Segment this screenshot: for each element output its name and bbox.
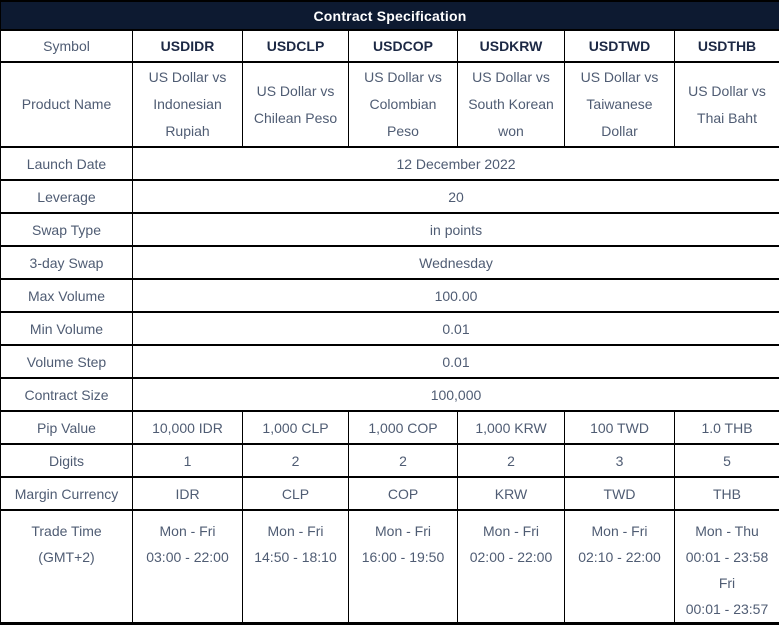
trade-time-cell: Mon - Fri 16:00 - 19:50 bbox=[348, 509, 458, 624]
trade-time-cell: Mon - Fri 03:00 - 22:00 bbox=[132, 509, 243, 624]
pip-value-row: Pip Value 10,000 IDR 1,000 CLP 1,000 COP… bbox=[0, 410, 779, 445]
pip-value-cell: 1.0 THB bbox=[674, 410, 779, 445]
trade-time-line: 03:00 - 22:00 bbox=[146, 549, 229, 565]
row-label-product-name: Product Name bbox=[0, 61, 133, 148]
trade-time-cell: Mon - Fri 14:50 - 18:10 bbox=[242, 509, 349, 624]
product-name-cell: US Dollar vs Chilean Peso bbox=[242, 61, 349, 148]
row-label-digits: Digits bbox=[0, 443, 133, 478]
volume-step-row: Volume Step 0.01 bbox=[0, 344, 779, 379]
margin-currency-cell: COP bbox=[348, 476, 458, 511]
three-day-swap-value: Wednesday bbox=[132, 245, 779, 280]
symbol-cell-usdthb: USDTHB bbox=[674, 29, 779, 63]
digits-row: Digits 1 2 2 2 3 5 bbox=[0, 443, 779, 478]
digits-cell: 2 bbox=[457, 443, 565, 478]
trade-time-line: Mon - Fri bbox=[483, 523, 539, 539]
min-volume-value: 0.01 bbox=[132, 311, 779, 346]
trade-time-cell: Mon - Fri 02:10 - 22:00 bbox=[564, 509, 675, 624]
row-label-contract-size: Contract Size bbox=[0, 377, 133, 412]
trade-time-row: Trade Time (GMT+2) Mon - Fri 03:00 - 22:… bbox=[0, 509, 779, 624]
row-label-margin-currency: Margin Currency bbox=[0, 476, 133, 511]
trade-time-line: 16:00 - 19:50 bbox=[361, 549, 445, 565]
product-name-cell: US Dollar vs Thai Baht bbox=[674, 61, 779, 148]
product-name-row: Product Name US Dollar vs Indonesian Rup… bbox=[0, 61, 779, 148]
trade-time-line: Fri bbox=[718, 575, 736, 591]
pip-value-cell: 1,000 COP bbox=[348, 410, 458, 445]
volume-step-value: 0.01 bbox=[132, 344, 779, 379]
leverage-value: 20 bbox=[132, 179, 779, 214]
pip-value-cell: 100 TWD bbox=[564, 410, 675, 445]
margin-currency-cell: KRW bbox=[457, 476, 565, 511]
row-label-max-volume: Max Volume bbox=[0, 278, 133, 313]
symbol-cell-usdcop: USDCOP bbox=[348, 29, 458, 63]
trade-time-line: 02:00 - 22:00 bbox=[469, 549, 553, 565]
trade-time-line: Mon - Fri bbox=[375, 523, 431, 539]
row-label-swap-type: Swap Type bbox=[0, 212, 133, 247]
margin-currency-cell: IDR bbox=[132, 476, 243, 511]
digits-cell: 1 bbox=[132, 443, 243, 478]
pip-value-cell: 10,000 IDR bbox=[132, 410, 243, 445]
row-label-symbol: Symbol bbox=[0, 29, 133, 63]
launch-date-row: Launch Date 12 December 2022 bbox=[0, 146, 779, 181]
margin-currency-cell: TWD bbox=[564, 476, 675, 511]
three-day-swap-row: 3-day Swap Wednesday bbox=[0, 245, 779, 280]
min-volume-row: Min Volume 0.01 bbox=[0, 311, 779, 346]
margin-currency-cell: CLP bbox=[242, 476, 349, 511]
product-name-cell: US Dollar vs South Korean won bbox=[457, 61, 565, 148]
pip-value-cell: 1,000 CLP bbox=[242, 410, 349, 445]
digits-cell: 2 bbox=[348, 443, 458, 478]
product-name-cell: US Dollar vs Taiwanese Dollar bbox=[564, 61, 675, 148]
trade-time-line: Mon - Fri bbox=[159, 523, 216, 539]
product-name-cell: US Dollar vs Indonesian Rupiah bbox=[132, 61, 243, 148]
trade-time-line: 14:50 - 18:10 bbox=[254, 549, 337, 565]
row-label-pip-value: Pip Value bbox=[0, 410, 133, 445]
trade-time-line: 00:01 - 23:58 bbox=[685, 549, 769, 565]
digits-cell: 5 bbox=[674, 443, 779, 478]
contract-size-value: 100,000 bbox=[132, 377, 779, 412]
max-volume-value: 100.00 bbox=[132, 278, 779, 313]
contract-size-row: Contract Size 100,000 bbox=[0, 377, 779, 412]
digits-cell: 2 bbox=[242, 443, 349, 478]
leverage-row: Leverage 20 bbox=[0, 179, 779, 214]
symbol-cell-usdclp: USDCLP bbox=[242, 29, 349, 63]
trade-time-label-line2: (GMT+2) bbox=[38, 549, 95, 565]
trade-time-line: 00:01 - 23:57 bbox=[685, 601, 769, 617]
margin-currency-cell: THB bbox=[674, 476, 779, 511]
trade-time-line: 02:10 - 22:00 bbox=[578, 549, 661, 565]
trade-time-line: Mon - Fri bbox=[267, 523, 324, 539]
symbol-cell-usdtwd: USDTWD bbox=[564, 29, 675, 63]
trade-time-label-line1: Trade Time bbox=[31, 523, 102, 539]
launch-date-value: 12 December 2022 bbox=[132, 146, 779, 181]
table-title: Contract Specification bbox=[0, 0, 779, 31]
product-name-cell: US Dollar vs Colombian Peso bbox=[348, 61, 458, 148]
symbol-cell-usdkrw: USDKRW bbox=[457, 29, 565, 63]
pip-value-cell: 1,000 KRW bbox=[457, 410, 565, 445]
row-label-trade-time: Trade Time (GMT+2) bbox=[0, 509, 133, 624]
row-label-launch-date: Launch Date bbox=[0, 146, 133, 181]
digits-cell: 3 bbox=[564, 443, 675, 478]
trade-time-line: Mon - Thu bbox=[695, 523, 759, 539]
trade-time-cell: Mon - Thu 00:01 - 23:58 Fri 00:01 - 23:5… bbox=[674, 509, 779, 624]
row-label-three-day-swap: 3-day Swap bbox=[0, 245, 133, 280]
row-label-min-volume: Min Volume bbox=[0, 311, 133, 346]
table-title-row: Contract Specification bbox=[0, 0, 779, 31]
swap-type-value: in points bbox=[132, 212, 779, 247]
row-label-leverage: Leverage bbox=[0, 179, 133, 214]
margin-currency-row: Margin Currency IDR CLP COP KRW TWD THB bbox=[0, 476, 779, 511]
swap-type-row: Swap Type in points bbox=[0, 212, 779, 247]
symbol-cell-usdidr: USDIDR bbox=[132, 29, 243, 63]
trade-time-line: Mon - Fri bbox=[591, 523, 648, 539]
symbol-row: Symbol USDIDR USDCLP USDCOP USDKRW USDTW… bbox=[0, 29, 779, 63]
max-volume-row: Max Volume 100.00 bbox=[0, 278, 779, 313]
trade-time-cell: Mon - Fri 02:00 - 22:00 bbox=[457, 509, 565, 624]
row-label-volume-step: Volume Step bbox=[0, 344, 133, 379]
